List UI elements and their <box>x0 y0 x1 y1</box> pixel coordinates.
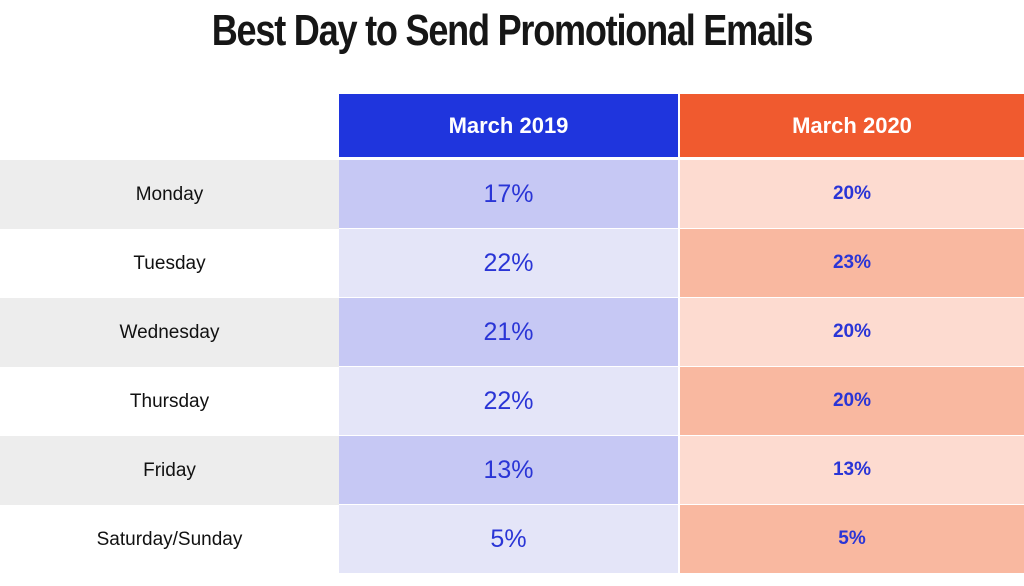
row-label-cell: Monday <box>0 160 339 229</box>
data-table: March 2019 March 2020 Monday 17% 20% Tuesda… <box>0 94 1024 574</box>
row-label: Friday <box>143 459 196 481</box>
row-label: Saturday/Sunday <box>96 528 243 550</box>
row-label: Tuesday <box>133 252 206 274</box>
value-cell-march-2020: 20% <box>680 298 1024 367</box>
column-header-march-2019: March 2019 <box>339 94 680 160</box>
row-label-cell: Wednesday <box>0 298 339 367</box>
value-cell-march-2020: 20% <box>680 160 1024 229</box>
value-cell-march-2019: 21% <box>339 298 680 367</box>
chart-title: Best Day to Send Promotional Emails <box>211 6 814 55</box>
value-cell-march-2019: 17% <box>339 160 680 229</box>
row-label-cell: Tuesday <box>0 229 339 298</box>
value-cell-march-2020: 13% <box>680 436 1024 505</box>
value-cell-march-2019: 22% <box>339 367 680 436</box>
value-cell-march-2020: 5% <box>680 505 1024 574</box>
row-label: Wednesday <box>119 321 220 343</box>
column-header-march-2020: March 2020 <box>680 94 1024 160</box>
row-label-cell: Saturday/Sunday <box>0 505 339 574</box>
value-cell-march-2020: 20% <box>680 367 1024 436</box>
row-label-cell: Friday <box>0 436 339 505</box>
row-label: Monday <box>135 183 204 205</box>
value-cell-march-2019: 5% <box>339 505 680 574</box>
value-cell-march-2019: 22% <box>339 229 680 298</box>
header-empty-cell <box>0 94 339 160</box>
value-cell-march-2019: 13% <box>339 436 680 505</box>
value-cell-march-2020: 23% <box>680 229 1024 298</box>
row-label: Thursday <box>129 390 210 412</box>
row-label-cell: Thursday <box>0 367 339 436</box>
